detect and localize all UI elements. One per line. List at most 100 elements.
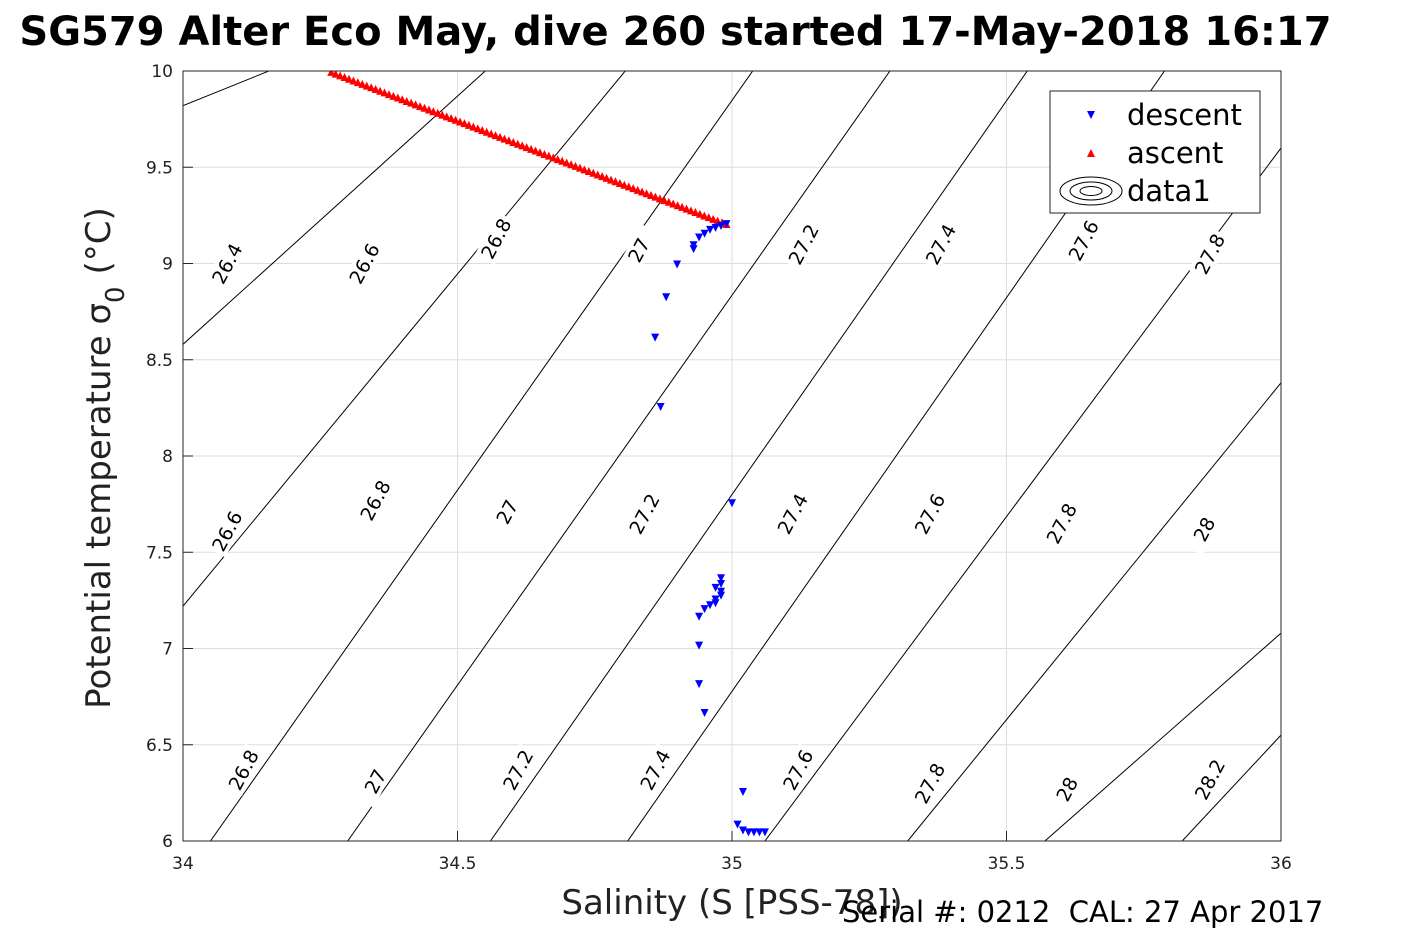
descent-point [749, 828, 758, 837]
contour-label-bg [1183, 502, 1226, 556]
descent-point [673, 260, 682, 269]
ascent-point [522, 143, 531, 152]
ascent-point [584, 167, 593, 176]
descent-point [717, 574, 726, 583]
ascent-point [664, 197, 673, 206]
y-axis-label-main: Potential temperature σ [79, 303, 119, 709]
descent-point [651, 333, 660, 342]
contour-label-bg [617, 223, 660, 277]
svg-text:Potential temperature σ0(°C): Potential temperature σ0 (°C) [79, 207, 131, 709]
ascent-point [380, 88, 389, 97]
ascent-point [416, 102, 425, 111]
descent-point [706, 225, 715, 234]
ascent-point [647, 190, 656, 199]
ascent-point [660, 196, 669, 205]
ascent-point [460, 119, 469, 128]
ascent-point [544, 151, 553, 160]
descent-point [717, 580, 726, 589]
contour-label-bg [782, 217, 825, 271]
contour-label-bg [1188, 753, 1231, 806]
density-contour-line [347, 71, 891, 841]
ascent-series [327, 71, 731, 228]
ascent-point [669, 199, 678, 208]
descent-point [755, 828, 764, 837]
ascent-point [358, 79, 367, 88]
ascent-point [655, 194, 664, 203]
ascent-point [638, 187, 647, 196]
descent-point [700, 605, 709, 614]
density-contour-line [907, 382, 1281, 841]
contour-label-bg [634, 743, 677, 797]
contour-label-bg [205, 237, 248, 290]
descent-point [695, 641, 704, 650]
ascent-point [451, 115, 460, 124]
ascent-point [353, 78, 362, 87]
ascent-point [575, 163, 584, 172]
contour-label-bg [496, 743, 539, 797]
ascent-point [691, 208, 700, 217]
ascent-point [553, 155, 562, 164]
ascent-point [340, 73, 349, 82]
ascent-point [535, 148, 544, 157]
ascent-point [402, 96, 411, 105]
density-contour-line [490, 71, 1028, 841]
y-tick-label: 8.5 [146, 351, 173, 371]
descent-point [689, 245, 698, 254]
contour-label-bg [205, 504, 248, 558]
y-axis-ticks: 6 6.5 7 7.5 8 8.5 9 9.5 10 [146, 62, 193, 852]
descent-series [651, 220, 769, 837]
y-axis-label-unit: (°C) [79, 207, 119, 274]
ascent-point [620, 180, 629, 189]
contour-label-bg [485, 485, 528, 539]
ascent-point [496, 132, 505, 141]
descent-point [706, 601, 715, 610]
ascent-point [336, 71, 345, 80]
page-title: SG579 Alter Eco May, dive 260 started 17… [0, 2, 1417, 62]
ascent-point [473, 124, 482, 133]
x-tick-label: 36 [1270, 854, 1292, 874]
ascent-point [509, 137, 518, 146]
ascent-point [651, 192, 660, 201]
ascent-point [673, 201, 682, 210]
ascent-point [491, 131, 500, 140]
ascent-point [611, 177, 620, 186]
ascent-point [376, 86, 385, 95]
ascent-point [349, 76, 358, 85]
contour-label-bg [1062, 214, 1105, 267]
ascent-point [411, 100, 420, 109]
ascent-point [513, 139, 522, 148]
ascent-point [629, 184, 638, 193]
y-tick-label: 6 [162, 832, 173, 852]
ascent-point [482, 127, 491, 136]
descent-point [717, 591, 726, 600]
descent-point [733, 820, 742, 829]
x-tick-label: 35.5 [988, 854, 1026, 874]
ascent-point [424, 105, 433, 114]
ascent-point [420, 103, 429, 112]
descent-point [728, 499, 736, 508]
contour-label-bg [908, 487, 951, 541]
descent-point [711, 583, 720, 592]
ascent-point [695, 209, 704, 218]
ascent-point [602, 173, 611, 182]
descent-point [700, 229, 709, 238]
descent-point [695, 612, 704, 621]
contour-label-bg [354, 473, 397, 527]
ascent-point [700, 211, 709, 220]
ascent-point [464, 120, 473, 129]
ascent-point [371, 85, 380, 94]
ascent-point [469, 122, 478, 131]
legend-ascent-marker [1087, 149, 1095, 157]
x-tick-label: 35 [721, 854, 743, 874]
y-tick-label: 9 [162, 255, 173, 275]
ascent-point [504, 136, 513, 145]
ascent-point [384, 90, 393, 99]
contour-label-bg [222, 743, 265, 797]
ascent-point [589, 168, 598, 177]
contour-label-bg [1188, 227, 1231, 281]
title-text: SG579 Alter Eco May, dive 260 started 17… [19, 9, 1332, 55]
legend-ascent-label: ascent [1127, 136, 1223, 170]
ascent-point [558, 156, 567, 165]
density-contour-line [210, 71, 754, 841]
ascent-point [686, 206, 695, 215]
